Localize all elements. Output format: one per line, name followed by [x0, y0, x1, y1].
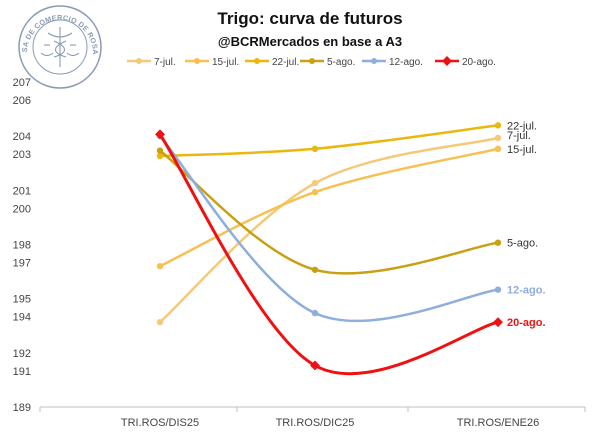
logo-ring-text: BOLSA DE COMERCIO DE ROSARIO: [0, 0, 100, 55]
legend-item: 22-jul.: [245, 57, 299, 68]
legend-label: 5-ago.: [327, 57, 355, 68]
data-point: [494, 239, 502, 246]
legend-item: 5-ago.: [300, 57, 355, 68]
data-point: [494, 134, 502, 142]
data-point: [311, 188, 319, 196]
logo-inner-ring: [32, 19, 88, 75]
legend-label: 22-jul.: [272, 57, 299, 68]
legend-item: 12-ago.: [362, 57, 423, 68]
data-point: [493, 317, 503, 328]
logo-emblem-icon: [40, 27, 80, 67]
series-line: [158, 134, 500, 323]
series-15jul: [156, 145, 502, 270]
series-line: [158, 136, 500, 324]
end-labels: 7-jul. 15-jul. 22-jul. 5-ago. 12-ago. 20-ago.: [507, 120, 546, 329]
data-point: [156, 152, 164, 160]
series-line: [158, 124, 500, 158]
chart-title: Trigo: curva de futuros: [217, 9, 402, 28]
legend-marker: [442, 56, 452, 66]
x-tick-label: TRI.ROS/ENE26: [457, 417, 540, 429]
legend-label: 20-ago.: [462, 57, 496, 68]
y-tick-label: 192: [13, 348, 31, 360]
y-tick-label: 204: [13, 131, 31, 143]
series-layer: [155, 122, 503, 376]
y-tick-label: 207: [13, 77, 31, 89]
data-point: [311, 145, 319, 153]
series-22jul: [156, 122, 502, 160]
legend-item: 20-ago.: [435, 56, 496, 68]
legend: 7-jul. 15-jul. 22-jul. 5-ago. 12-ago. 20-ago.: [127, 56, 496, 68]
data-point: [311, 266, 319, 273]
data-point: [156, 262, 164, 270]
y-tick-label: 203: [13, 149, 31, 161]
y-tick-label: 197: [13, 258, 31, 270]
series-end-label: 12-ago.: [507, 285, 546, 297]
legend-label: 7-jul.: [154, 57, 176, 68]
data-point: [494, 145, 502, 153]
bcr-logo: BOLSA DE COMERCIO DE ROSARIO: [0, 0, 102, 89]
series-line: [158, 132, 500, 376]
y-tick-label: 198: [13, 240, 31, 252]
legend-label: 15-jul.: [212, 57, 239, 68]
legend-marker: [136, 58, 142, 64]
legend-marker: [254, 58, 260, 64]
legend-label: 12-ago.: [389, 57, 423, 68]
series-5ago: [156, 147, 502, 275]
legend-marker: [194, 58, 200, 64]
y-tick-label: 200: [13, 203, 31, 215]
data-point: [494, 286, 502, 293]
y-tick-label: 189: [13, 402, 31, 414]
y-axis: 189 191 192 194 195 197 198 200 201 203 204 206 207: [13, 77, 31, 414]
legend-item: 7-jul.: [127, 57, 176, 68]
y-tick-label: 201: [13, 185, 31, 197]
x-tick-label: TRI.ROS/DIS25: [121, 417, 199, 429]
series-7jul: [156, 134, 502, 326]
legend-item: 15-jul.: [185, 57, 239, 68]
series-end-label: 22-jul.: [507, 120, 537, 132]
series-end-label: 7-jul.: [507, 130, 531, 142]
series-line: [158, 149, 500, 275]
data-point: [311, 179, 319, 187]
series-end-label: 5-ago.: [507, 238, 538, 250]
data-point: [156, 318, 164, 326]
legend-marker: [371, 58, 377, 64]
series-20ago: [155, 129, 503, 376]
y-tick-label: 195: [13, 294, 31, 306]
data-point: [155, 129, 165, 140]
series-12ago: [156, 132, 502, 323]
logo-outer-ring: [18, 5, 102, 89]
data-point: [494, 122, 502, 129]
y-tick-label: 194: [13, 312, 31, 324]
data-point: [311, 309, 319, 317]
y-tick-label: 206: [13, 95, 31, 107]
series-end-label: 15-jul.: [507, 144, 537, 156]
y-tick-label: 191: [13, 366, 31, 378]
data-point: [310, 360, 320, 371]
data-point: [156, 147, 164, 154]
series-line: [158, 147, 500, 268]
series-end-label: 20-ago.: [507, 317, 546, 329]
chart-subtitle: @BCRMercados en base a A3: [218, 34, 402, 49]
x-axis: TRI.ROS/DIS25 TRI.ROS/DIC25 TRI.ROS/ENE26: [39, 406, 586, 429]
legend-marker: [309, 58, 315, 64]
x-tick-label: TRI.ROS/DIC25: [276, 417, 355, 429]
